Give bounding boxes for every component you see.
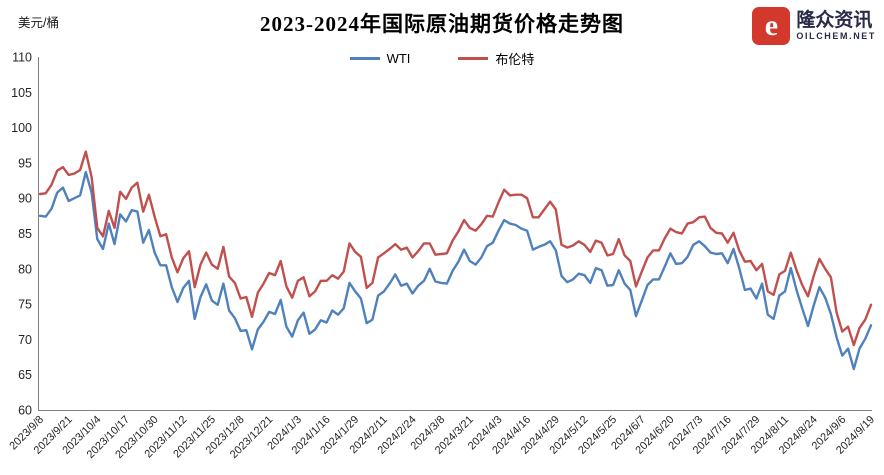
y-axis-tick-label: 65 bbox=[18, 368, 32, 382]
chart-legend: WTI 布伦特 bbox=[0, 49, 884, 68]
y-axis-tick-label: 80 bbox=[18, 262, 32, 276]
legend-item-wti: WTI bbox=[349, 51, 411, 66]
oilchem-logo: e 隆众资讯 OILCHEM.NET bbox=[752, 7, 876, 45]
logo-site-name: OILCHEM.NET bbox=[796, 30, 876, 41]
oilchem-logo-icon: e bbox=[752, 7, 791, 45]
y-axis-unit-label: 美元/桶 bbox=[18, 16, 59, 30]
page-title: 2023-2024年国际原油期货价格走势图 bbox=[260, 12, 624, 36]
y-axis-tick-label: 60 bbox=[18, 404, 32, 418]
y-axis-tick-label: 100 bbox=[11, 121, 32, 135]
legend-item-brent: 布伦特 bbox=[458, 49, 534, 68]
legend-label-brent: 布伦特 bbox=[495, 52, 535, 67]
y-axis-tick-label: 75 bbox=[18, 298, 32, 312]
brent-price-line bbox=[38, 150, 873, 347]
wti-price-line bbox=[38, 170, 873, 371]
brent-line-swatch bbox=[458, 56, 489, 61]
y-axis-tick-label: 70 bbox=[18, 333, 32, 347]
legend-label-wti: WTI bbox=[386, 51, 411, 66]
oilchem-logo-text: 隆众资讯 OILCHEM.NET bbox=[796, 10, 876, 42]
y-axis-tick-label: 95 bbox=[18, 156, 32, 170]
wti-line-swatch bbox=[349, 56, 380, 61]
y-axis-tick-label: 110 bbox=[12, 51, 32, 65]
y-axis-tick-label: 105 bbox=[11, 86, 32, 100]
y-axis-tick-label: 90 bbox=[18, 192, 32, 206]
y-axis-tick-label: 85 bbox=[18, 227, 32, 241]
logo-brand-name: 隆众资讯 bbox=[796, 10, 873, 32]
